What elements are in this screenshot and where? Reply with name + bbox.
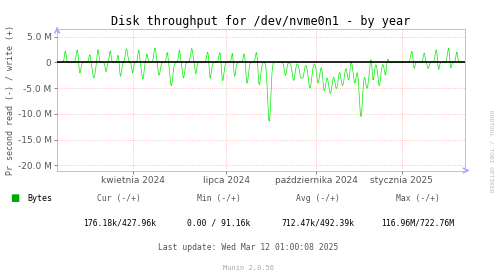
Text: Bytes: Bytes (27, 194, 52, 203)
Text: 116.96M/722.76M: 116.96M/722.76M (381, 219, 454, 228)
Text: 176.18k/427.96k: 176.18k/427.96k (83, 219, 156, 228)
Text: ■: ■ (10, 192, 19, 202)
Text: Cur (-/+): Cur (-/+) (97, 194, 141, 203)
Text: Min (-/+): Min (-/+) (197, 194, 241, 203)
Title: Disk throughput for /dev/nvme0n1 - by year: Disk throughput for /dev/nvme0n1 - by ye… (111, 15, 411, 28)
Text: 712.47k/492.39k: 712.47k/492.39k (281, 219, 355, 228)
Text: Last update: Wed Mar 12 01:00:08 2025: Last update: Wed Mar 12 01:00:08 2025 (159, 243, 338, 252)
Text: 0.00 / 91.16k: 0.00 / 91.16k (187, 219, 250, 228)
Text: RRDTOOL / TOBI OETIKER: RRDTOOL / TOBI OETIKER (489, 110, 494, 192)
Text: Max (-/+): Max (-/+) (396, 194, 439, 203)
Text: Munin 2.0.56: Munin 2.0.56 (223, 265, 274, 271)
Text: Avg (-/+): Avg (-/+) (296, 194, 340, 203)
Y-axis label: Pr second read (-) / write (+): Pr second read (-) / write (+) (6, 25, 15, 175)
